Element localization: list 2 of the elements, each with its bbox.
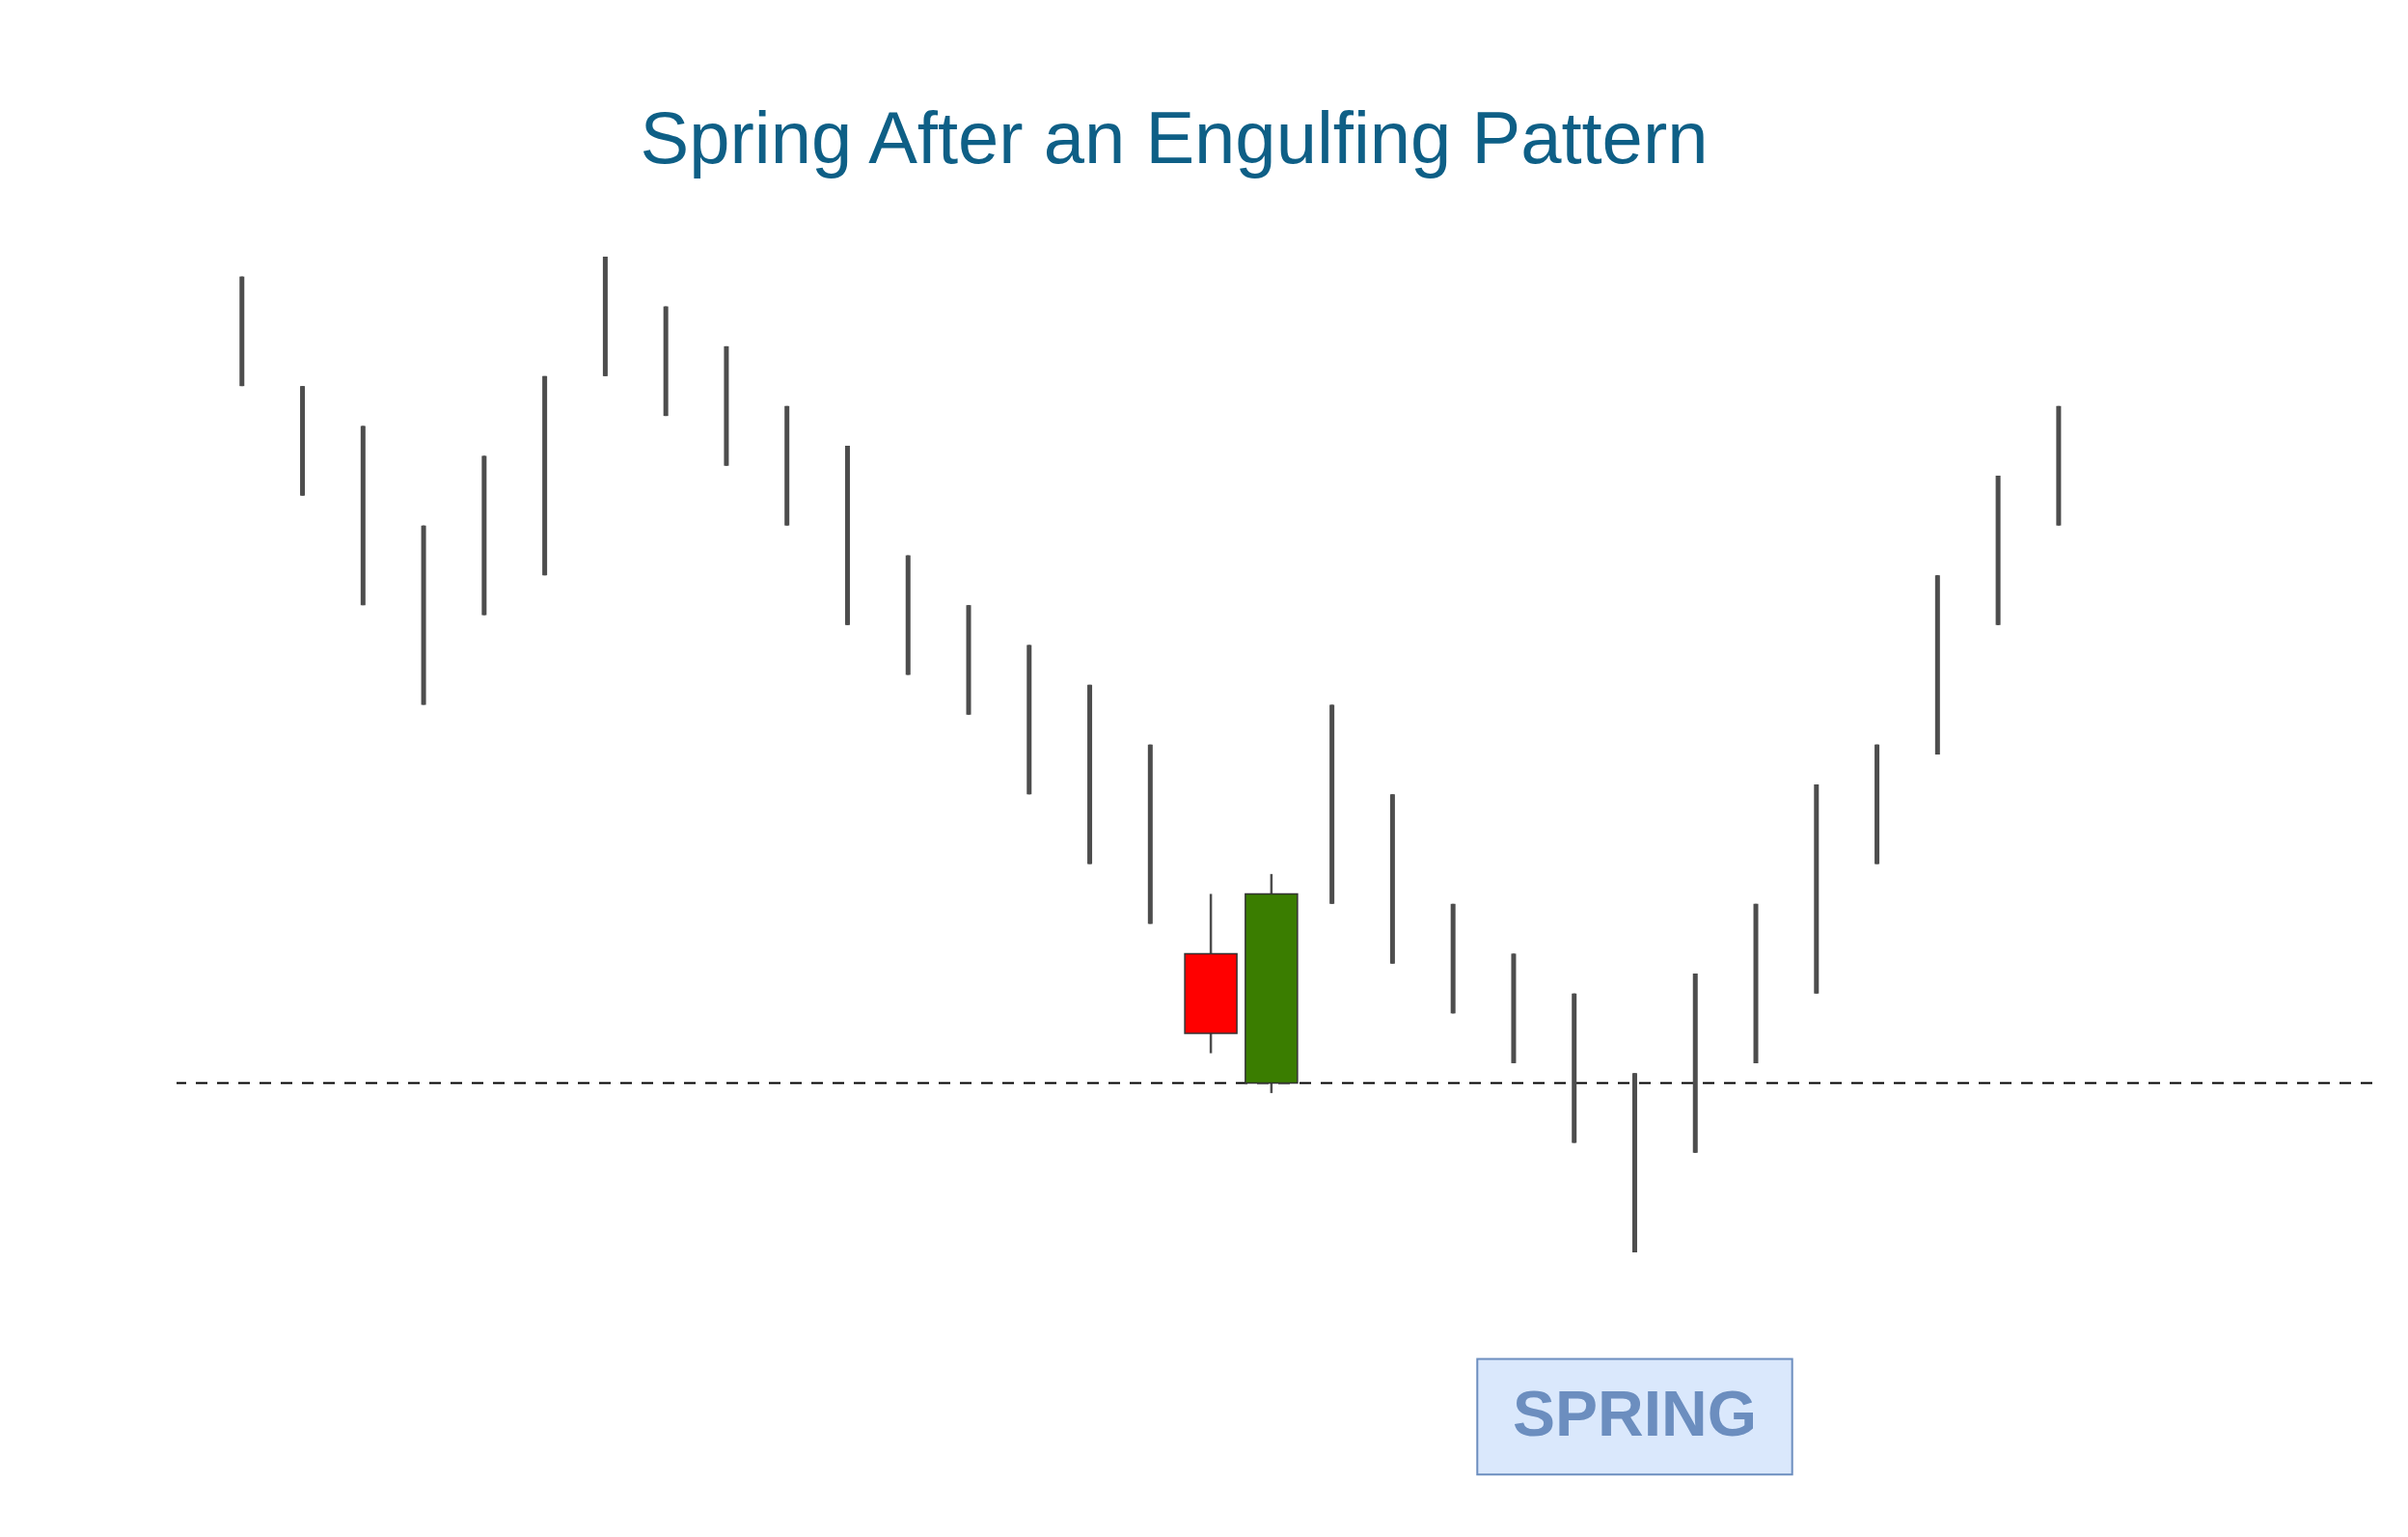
text: SPRING — [1512, 1378, 1758, 1450]
chart-title: Spring After an Engulfing Pattern — [640, 96, 1709, 178]
